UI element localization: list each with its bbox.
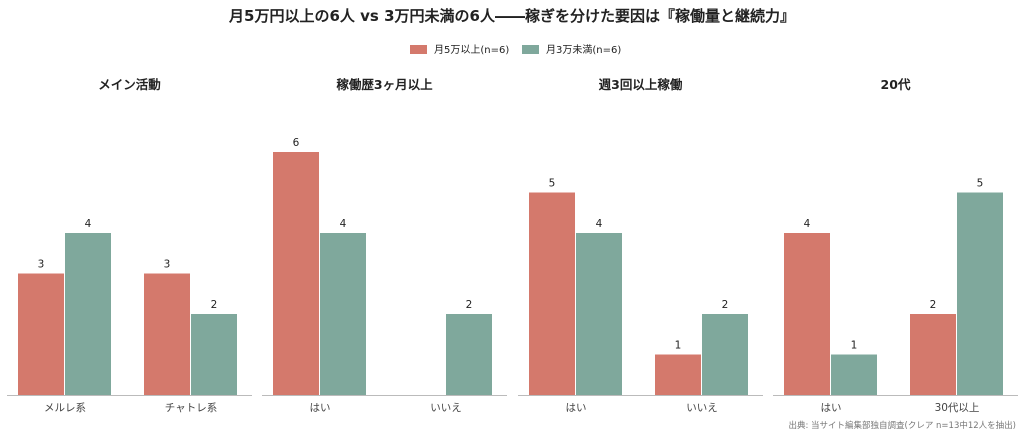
bar	[655, 354, 701, 395]
data-label: 2	[930, 299, 937, 311]
data-label: 2	[211, 299, 218, 311]
data-label: 4	[596, 218, 603, 230]
legend-swatch-0	[410, 45, 427, 54]
bar	[191, 314, 237, 395]
source-note: 出典: 当サイト編集部独自調査(クレア n=13中12人を抽出)	[788, 420, 1016, 431]
bar	[273, 152, 319, 395]
chart-title: 月5万円以上の6人 vs 3万円未満の6人――稼ぎを分けた要因は『稼働量と継続力…	[228, 7, 795, 25]
data-label: 4	[804, 218, 811, 230]
bar	[144, 273, 190, 395]
chart-panels: メイン活動34メルレ系32チャトレ系稼働歴3ヶ月以上64はい2いいえ週3回以上稼…	[7, 77, 1018, 414]
data-label: 5	[549, 178, 556, 190]
bar	[529, 192, 575, 395]
bar	[446, 314, 492, 395]
data-label: 5	[977, 178, 984, 190]
legend-label-0: 月5万以上(n=6)	[434, 44, 509, 56]
bar	[831, 354, 877, 395]
bar	[576, 233, 622, 395]
x-tick-label: はい	[310, 402, 331, 414]
x-tick-label: メルレ系	[44, 402, 86, 414]
panel-1: 稼働歴3ヶ月以上 6 4 はい 2 いいえ	[262, 77, 507, 414]
panel-2: 週3回以上稼働 5 4 はい 1 2 いいえ	[518, 77, 763, 414]
data-label: 1	[851, 340, 858, 352]
data-label: 2	[466, 299, 473, 311]
x-tick-label: はい	[566, 402, 587, 414]
panel-3: 20代 4 1 はい 2 5 30代以上	[773, 77, 1018, 414]
panel-0: メイン活動 3 4 メルレ系 3 2 チャトレ系	[7, 77, 252, 414]
data-label: 6	[293, 137, 300, 149]
bar	[65, 233, 111, 395]
panel-title: メイン活動	[98, 77, 161, 92]
data-label: 4	[85, 218, 92, 230]
bar	[957, 192, 1003, 395]
bar	[784, 233, 830, 395]
bar	[18, 273, 64, 395]
panel-title: 稼働歴3ヶ月以上	[336, 77, 433, 92]
bar	[320, 233, 366, 395]
legend: 月5万以上(n=6) 月3万未満(n=6)	[410, 44, 621, 56]
x-tick-label: いいえ	[686, 402, 718, 414]
legend-swatch-1	[522, 45, 539, 54]
bar	[702, 314, 748, 395]
data-label: 3	[164, 259, 171, 271]
bar	[910, 314, 956, 395]
data-label: 1	[675, 340, 682, 352]
data-label: 3	[38, 259, 45, 271]
x-tick-label: いいえ	[430, 402, 462, 414]
x-tick-label: はい	[821, 402, 842, 414]
x-tick-label: 30代以上	[935, 402, 980, 414]
legend-label-1: 月3万未満(n=6)	[546, 44, 621, 56]
data-label: 2	[722, 299, 729, 311]
x-tick-label: チャトレ系	[165, 402, 217, 414]
data-label: 4	[340, 218, 347, 230]
panel-title: 20代	[881, 77, 911, 92]
panel-title: 週3回以上稼働	[599, 77, 683, 92]
